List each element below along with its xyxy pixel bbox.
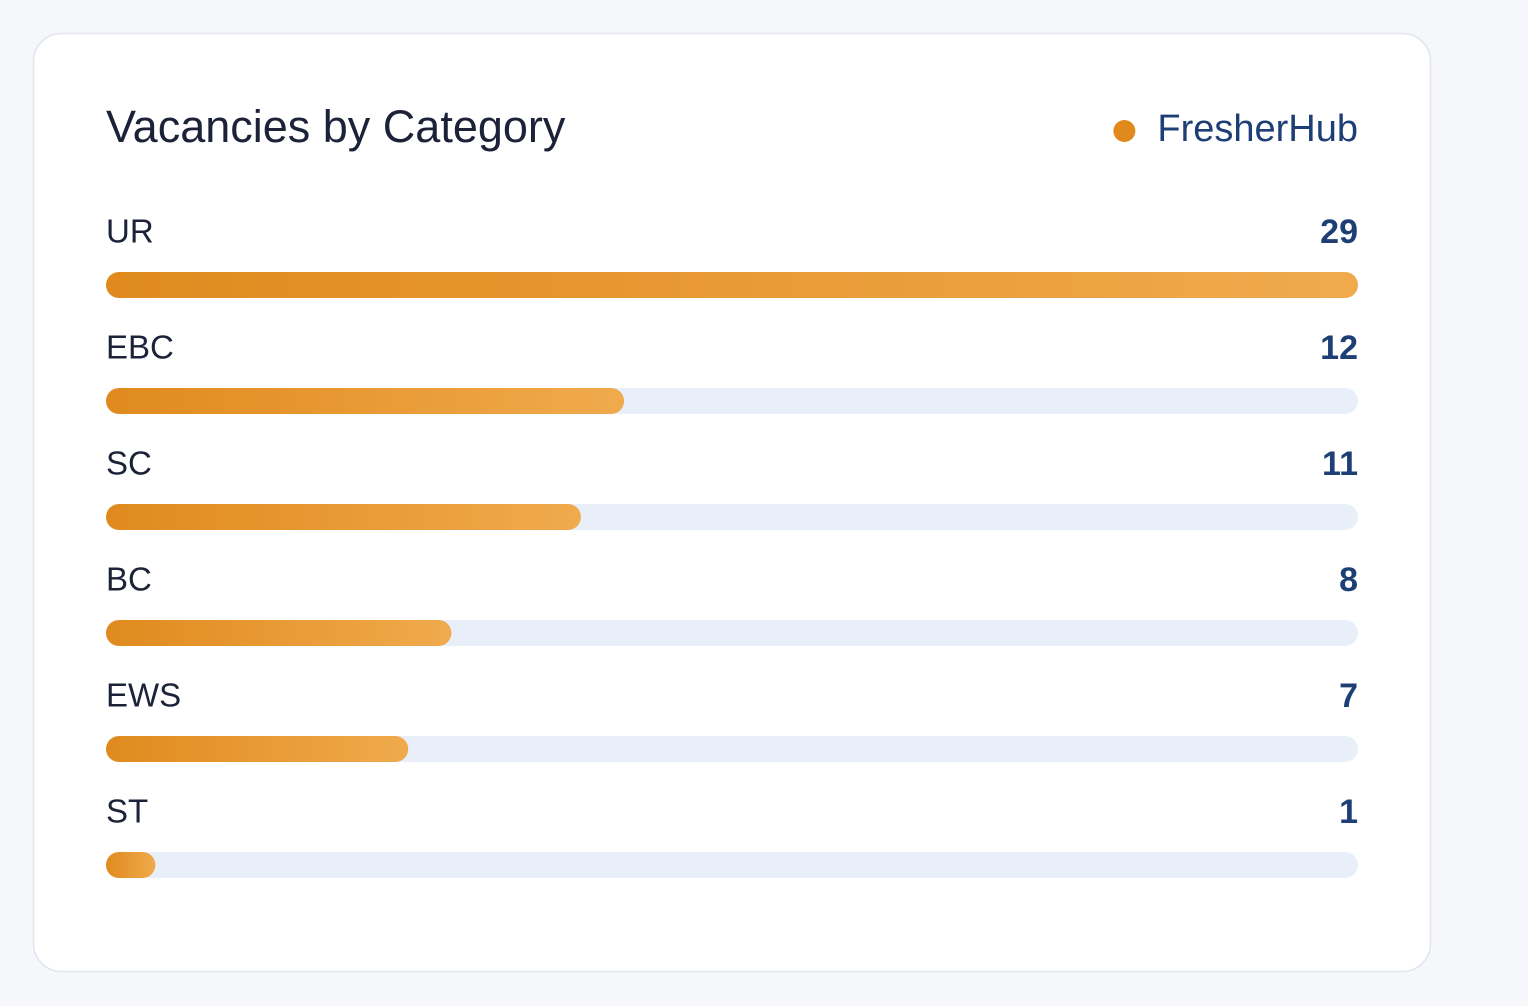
category-label: EBC: [106, 329, 174, 366]
category-label: EWS: [106, 677, 181, 714]
legend-label: FresherHub: [1157, 108, 1358, 150]
bar-track: [106, 852, 1358, 878]
chart-title: Vacancies by Category: [106, 101, 566, 152]
card: [32, 32, 1432, 973]
category-label: BC: [106, 561, 152, 598]
bar-track: [106, 736, 1358, 762]
value-label: 11: [1322, 445, 1358, 483]
bar: [106, 388, 625, 414]
value-label: 12: [1320, 329, 1358, 367]
bar: [106, 620, 452, 646]
category-label: ST: [106, 793, 148, 830]
category-label: SC: [106, 445, 152, 482]
category-label: UR: [106, 213, 154, 250]
legend-swatch: [1113, 120, 1136, 142]
bar: [106, 272, 1358, 298]
bar: [106, 852, 156, 878]
bar: [106, 736, 409, 762]
value-label: 1: [1339, 793, 1358, 831]
value-label: 29: [1320, 213, 1358, 251]
value-label: 7: [1339, 677, 1358, 715]
bar: [106, 504, 581, 530]
value-label: 8: [1339, 561, 1358, 599]
